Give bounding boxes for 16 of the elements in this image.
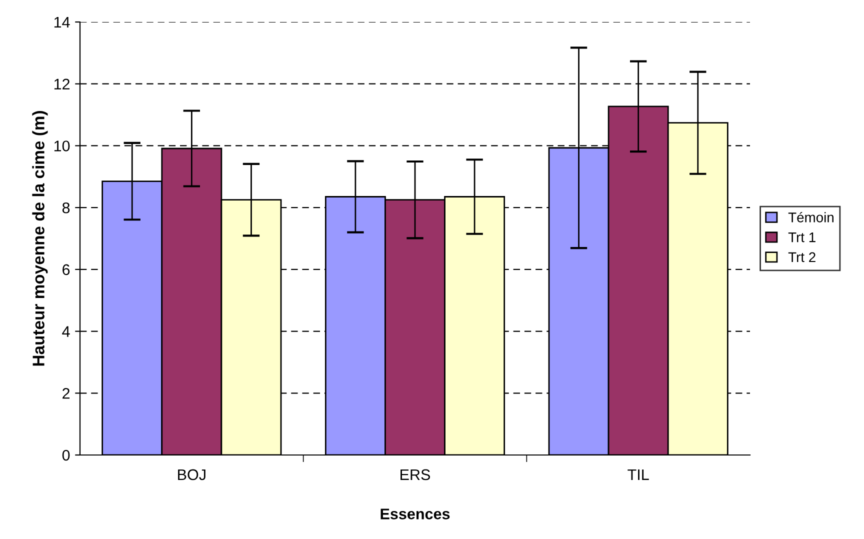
legend-label: Trt 2 [788, 252, 816, 262]
y-tick-label: 14 [54, 17, 70, 28]
legend-label: Trt 1 [788, 232, 816, 242]
y-tick-label: 2 [62, 388, 70, 399]
y-tick-label: 6 [62, 264, 70, 276]
x-tick-label: ERS [400, 469, 430, 480]
x-tick-label: TIL [628, 469, 649, 480]
legend-label: Témoin [788, 212, 834, 222]
x-tick-label: BOJ [178, 469, 206, 480]
y-tick-label: 10 [54, 140, 70, 152]
y-tick-label: 8 [62, 202, 70, 214]
y-tick-label: 4 [62, 326, 70, 337]
y-tick-label: 12 [54, 78, 70, 90]
y-tick-label: 0 [62, 450, 70, 461]
x-axis-title: Essences [380, 508, 450, 520]
y-axis-title: Hauteur moyenne de la cime (m) [32, 111, 48, 366]
